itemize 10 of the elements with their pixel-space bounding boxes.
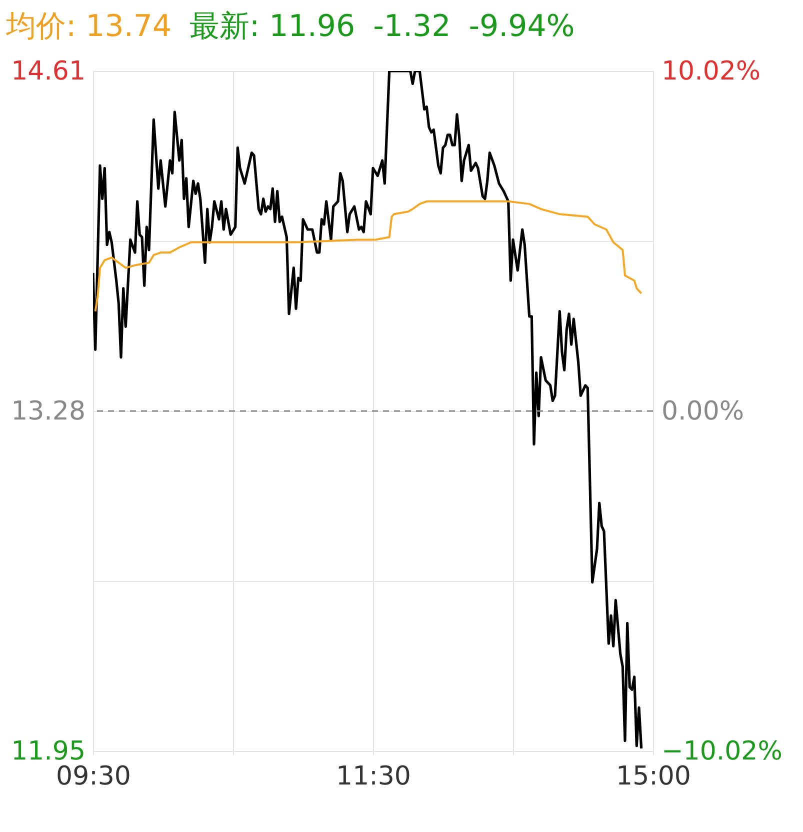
text: -9.94% bbox=[468, 9, 575, 44]
y-tick-label: 14.61 bbox=[11, 56, 86, 86]
text: 最新: 11.96 bbox=[190, 9, 356, 44]
y2-tick-label: 10.02% bbox=[662, 56, 761, 86]
line-series bbox=[94, 200, 642, 312]
y-tick-label: 13.28 bbox=[11, 396, 86, 426]
y2-tick-label: 0.00% bbox=[662, 396, 744, 426]
x-tick-label: 11:30 bbox=[336, 762, 411, 792]
chart-title: 均价: 13.74 bbox=[6, 9, 172, 44]
text: -1.32 bbox=[373, 9, 451, 44]
